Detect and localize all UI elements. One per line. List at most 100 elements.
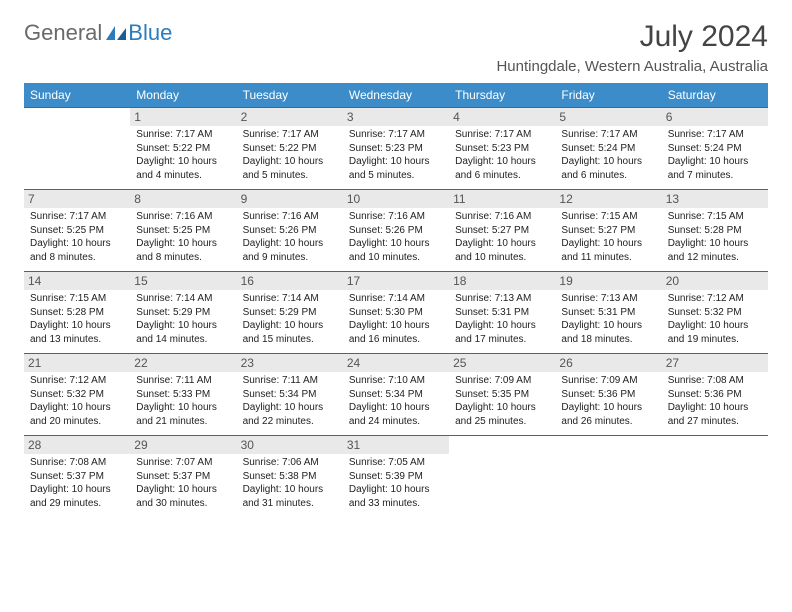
- day-number: 1: [130, 108, 236, 126]
- sunrise-line: Sunrise: 7:15 AM: [561, 210, 655, 224]
- day-number: 15: [130, 272, 236, 290]
- daylight-line: Daylight: 10 hours: [349, 483, 443, 497]
- calendar-day-cell: 21Sunrise: 7:12 AMSunset: 5:32 PMDayligh…: [24, 354, 130, 436]
- calendar-day-cell: 16Sunrise: 7:14 AMSunset: 5:29 PMDayligh…: [237, 272, 343, 354]
- daylight-line: and 20 minutes.: [30, 415, 124, 429]
- day-number: 12: [555, 190, 661, 208]
- sunrise-line: Sunrise: 7:14 AM: [243, 292, 337, 306]
- calendar-day-cell: 20Sunrise: 7:12 AMSunset: 5:32 PMDayligh…: [662, 272, 768, 354]
- day-number: 5: [555, 108, 661, 126]
- sunset-line: Sunset: 5:30 PM: [349, 306, 443, 320]
- calendar-day-cell: 10Sunrise: 7:16 AMSunset: 5:26 PMDayligh…: [343, 190, 449, 272]
- daylight-line: Daylight: 10 hours: [455, 401, 549, 415]
- sunset-line: Sunset: 5:25 PM: [136, 224, 230, 238]
- day-number: 17: [343, 272, 449, 290]
- day-header: Tuesday: [237, 83, 343, 108]
- daylight-line: and 7 minutes.: [668, 169, 762, 183]
- sunrise-line: Sunrise: 7:07 AM: [136, 456, 230, 470]
- day-number: 21: [24, 354, 130, 372]
- month-title: July 2024: [496, 20, 768, 54]
- sunset-line: Sunset: 5:39 PM: [349, 470, 443, 484]
- daylight-line: and 29 minutes.: [30, 497, 124, 511]
- daylight-line: and 10 minutes.: [455, 251, 549, 265]
- daylight-line: and 33 minutes.: [349, 497, 443, 511]
- daylight-line: and 14 minutes.: [136, 333, 230, 347]
- calendar-day-cell: 23Sunrise: 7:11 AMSunset: 5:34 PMDayligh…: [237, 354, 343, 436]
- sunrise-line: Sunrise: 7:17 AM: [561, 128, 655, 142]
- daylight-line: Daylight: 10 hours: [561, 237, 655, 251]
- brand-part1: General: [24, 20, 102, 46]
- title-block: July 2024 Huntingdale, Western Australia…: [496, 20, 768, 75]
- brand-part2: Blue: [128, 20, 172, 45]
- calendar-day-cell: 15Sunrise: 7:14 AMSunset: 5:29 PMDayligh…: [130, 272, 236, 354]
- sunrise-line: Sunrise: 7:16 AM: [136, 210, 230, 224]
- daylight-line: and 16 minutes.: [349, 333, 443, 347]
- sunset-line: Sunset: 5:24 PM: [561, 142, 655, 156]
- sunset-line: Sunset: 5:32 PM: [30, 388, 124, 402]
- calendar-day-cell: 13Sunrise: 7:15 AMSunset: 5:28 PMDayligh…: [662, 190, 768, 272]
- daylight-line: Daylight: 10 hours: [668, 237, 762, 251]
- calendar-day-cell: 26Sunrise: 7:09 AMSunset: 5:36 PMDayligh…: [555, 354, 661, 436]
- calendar-day-cell: 9Sunrise: 7:16 AMSunset: 5:26 PMDaylight…: [237, 190, 343, 272]
- daylight-line: and 21 minutes.: [136, 415, 230, 429]
- sunset-line: Sunset: 5:35 PM: [455, 388, 549, 402]
- day-number: 18: [449, 272, 555, 290]
- calendar-day-cell: 18Sunrise: 7:13 AMSunset: 5:31 PMDayligh…: [449, 272, 555, 354]
- daylight-line: and 19 minutes.: [668, 333, 762, 347]
- sunset-line: Sunset: 5:36 PM: [668, 388, 762, 402]
- sunrise-line: Sunrise: 7:05 AM: [349, 456, 443, 470]
- brand-logo: General Blue: [24, 20, 172, 46]
- sunset-line: Sunset: 5:38 PM: [243, 470, 337, 484]
- sunrise-line: Sunrise: 7:17 AM: [30, 210, 124, 224]
- sunrise-line: Sunrise: 7:09 AM: [455, 374, 549, 388]
- calendar-head: SundayMondayTuesdayWednesdayThursdayFrid…: [24, 83, 768, 108]
- sunrise-line: Sunrise: 7:08 AM: [668, 374, 762, 388]
- day-header: Thursday: [449, 83, 555, 108]
- calendar-day-cell: 19Sunrise: 7:13 AMSunset: 5:31 PMDayligh…: [555, 272, 661, 354]
- calendar-day-cell: 11Sunrise: 7:16 AMSunset: 5:27 PMDayligh…: [449, 190, 555, 272]
- calendar-day-cell: [24, 108, 130, 190]
- daylight-line: and 9 minutes.: [243, 251, 337, 265]
- sunrise-line: Sunrise: 7:10 AM: [349, 374, 443, 388]
- daylight-line: Daylight: 10 hours: [668, 155, 762, 169]
- daylight-line: and 24 minutes.: [349, 415, 443, 429]
- daylight-line: Daylight: 10 hours: [30, 401, 124, 415]
- sunset-line: Sunset: 5:34 PM: [243, 388, 337, 402]
- day-number: 27: [662, 354, 768, 372]
- daylight-line: and 5 minutes.: [349, 169, 443, 183]
- day-number: 30: [237, 436, 343, 454]
- sunrise-line: Sunrise: 7:06 AM: [243, 456, 337, 470]
- daylight-line: Daylight: 10 hours: [349, 155, 443, 169]
- day-header: Monday: [130, 83, 236, 108]
- day-number: 14: [24, 272, 130, 290]
- daylight-line: and 5 minutes.: [243, 169, 337, 183]
- day-header: Sunday: [24, 83, 130, 108]
- brand-sail-icon: [106, 26, 126, 40]
- daylight-line: and 26 minutes.: [561, 415, 655, 429]
- day-number: 19: [555, 272, 661, 290]
- day-number: 6: [662, 108, 768, 126]
- daylight-line: and 15 minutes.: [243, 333, 337, 347]
- daylight-line: and 27 minutes.: [668, 415, 762, 429]
- sunset-line: Sunset: 5:25 PM: [30, 224, 124, 238]
- day-number: 23: [237, 354, 343, 372]
- daylight-line: Daylight: 10 hours: [243, 155, 337, 169]
- daylight-line: and 17 minutes.: [455, 333, 549, 347]
- sunset-line: Sunset: 5:36 PM: [561, 388, 655, 402]
- daylight-line: and 25 minutes.: [455, 415, 549, 429]
- daylight-line: and 6 minutes.: [561, 169, 655, 183]
- sunset-line: Sunset: 5:32 PM: [668, 306, 762, 320]
- daylight-line: Daylight: 10 hours: [561, 401, 655, 415]
- sunrise-line: Sunrise: 7:17 AM: [243, 128, 337, 142]
- daylight-line: and 6 minutes.: [455, 169, 549, 183]
- calendar-table: SundayMondayTuesdayWednesdayThursdayFrid…: [24, 83, 768, 518]
- calendar-day-cell: 17Sunrise: 7:14 AMSunset: 5:30 PMDayligh…: [343, 272, 449, 354]
- calendar-day-cell: 7Sunrise: 7:17 AMSunset: 5:25 PMDaylight…: [24, 190, 130, 272]
- daylight-line: and 13 minutes.: [30, 333, 124, 347]
- day-number: 9: [237, 190, 343, 208]
- daylight-line: Daylight: 10 hours: [561, 319, 655, 333]
- sunset-line: Sunset: 5:31 PM: [561, 306, 655, 320]
- day-header: Wednesday: [343, 83, 449, 108]
- sunset-line: Sunset: 5:34 PM: [349, 388, 443, 402]
- day-number: 24: [343, 354, 449, 372]
